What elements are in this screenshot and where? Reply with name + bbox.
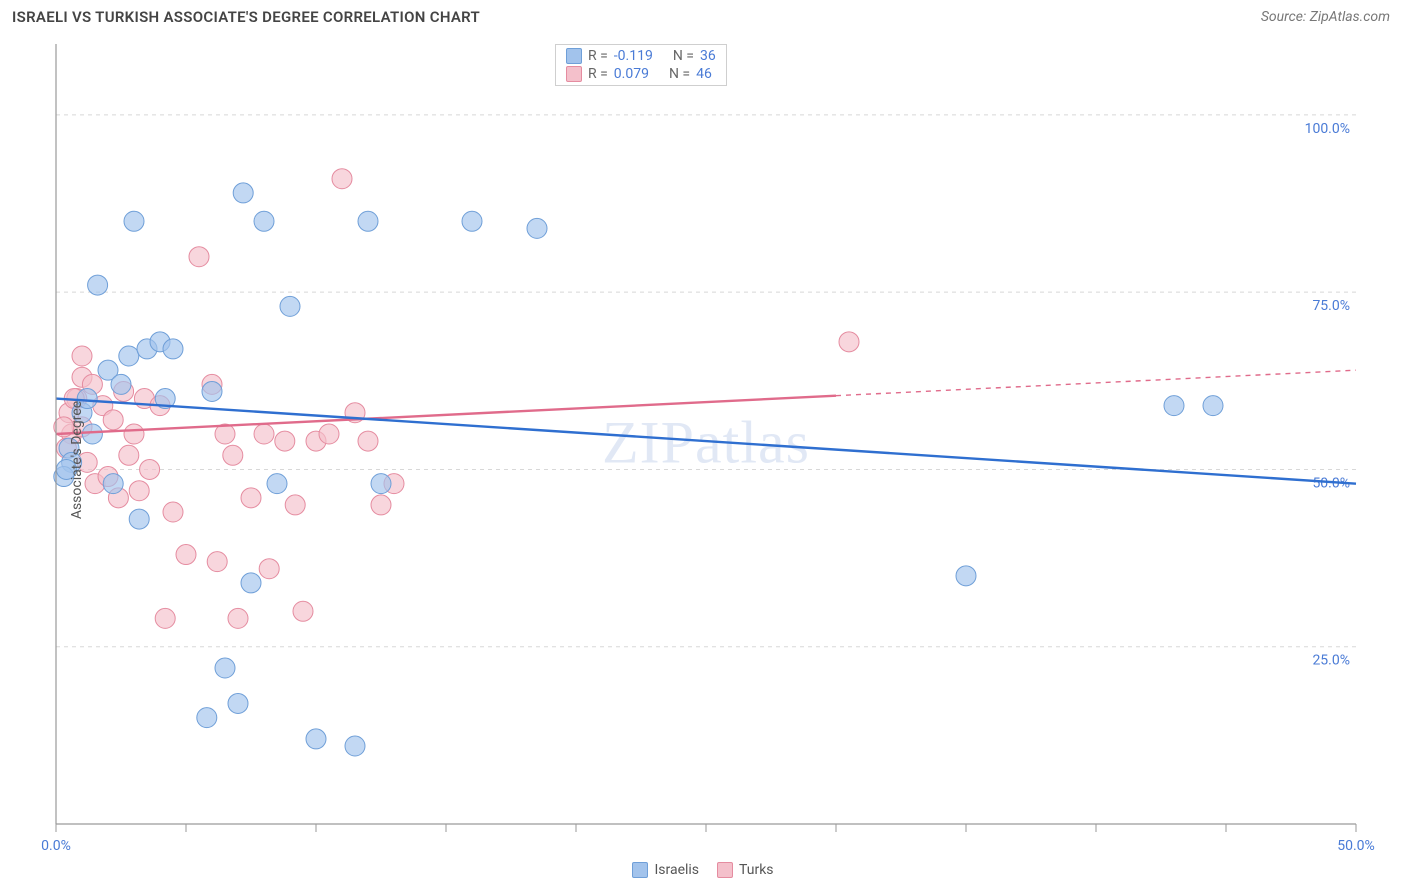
stat-r-value: -0.119 — [614, 48, 653, 64]
legend-item-turks: Turks — [717, 862, 774, 878]
stat-n-value: 36 — [700, 48, 716, 64]
legend-item-israelis: Israelis — [632, 862, 699, 878]
swatch-icon — [632, 862, 648, 878]
y-axis-label: Associate's Degree — [69, 401, 85, 519]
svg-text:50.0%: 50.0% — [1337, 838, 1375, 854]
stat-r-value: 0.079 — [614, 66, 649, 82]
source-label: Source: ZipAtlas.com — [1261, 9, 1390, 25]
svg-text:25.0%: 25.0% — [1312, 653, 1350, 669]
stat-r-label: R = — [588, 66, 608, 82]
svg-text:100.0%: 100.0% — [1305, 121, 1350, 137]
swatch-icon — [566, 66, 582, 82]
svg-text:ZIPatlas: ZIPatlas — [602, 409, 810, 475]
series-legend: Israelis Turks — [0, 862, 1406, 878]
stat-n-label: N = — [669, 66, 690, 82]
swatch-icon — [717, 862, 733, 878]
stat-n-label: N = — [673, 48, 694, 64]
scatter-chart: 25.0%50.0%75.0%100.0%ZIPatlas0.0%50.0% — [12, 40, 1396, 880]
legend-label: Turks — [739, 862, 774, 878]
stats-row-israelis: R = -0.119 N = 36 — [562, 47, 720, 65]
stat-r-label: R = — [588, 48, 608, 64]
stat-n-value: 46 — [696, 66, 712, 82]
stats-row-turks: R = 0.079 N = 46 — [562, 65, 720, 83]
svg-text:0.0%: 0.0% — [41, 838, 71, 854]
swatch-icon — [566, 48, 582, 64]
chart-title: ISRAELI VS TURKISH ASSOCIATE'S DEGREE CO… — [12, 8, 480, 26]
stats-legend-box: R = -0.119 N = 36 R = 0.079 N = 46 — [555, 44, 727, 86]
legend-label: Israelis — [654, 862, 699, 878]
svg-text:75.0%: 75.0% — [1312, 298, 1350, 314]
